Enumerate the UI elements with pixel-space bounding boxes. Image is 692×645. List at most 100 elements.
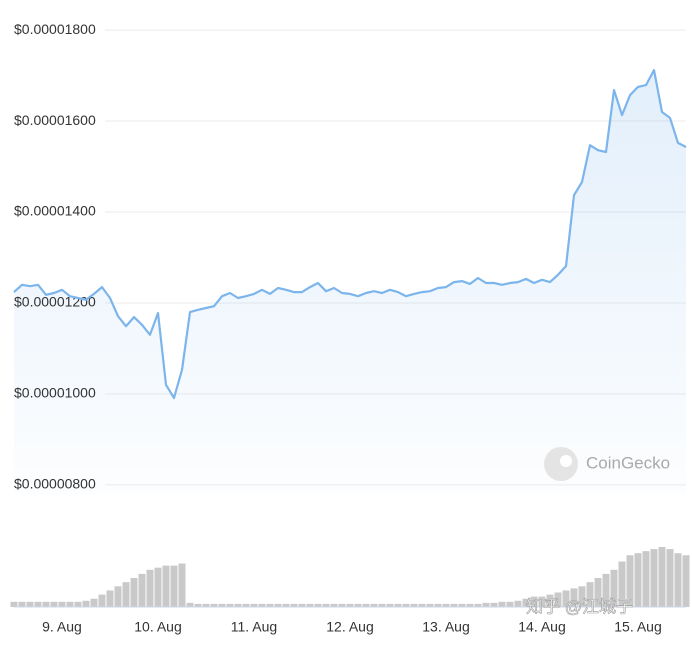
volume-bar [586,582,594,607]
volume-bar [578,586,586,607]
volume-bar [530,596,538,607]
volume-bar [658,547,666,607]
volume-bar [626,555,634,607]
volume-bar [98,594,106,607]
volume-bar [602,573,610,607]
volume-bar [170,565,178,607]
volume-bar [330,603,338,607]
volume-bar [362,603,370,607]
volume-bar [266,603,274,607]
volume-bar [130,578,138,607]
volume-bar [354,603,362,607]
volume-bar [434,603,442,607]
volume-bar [570,588,578,607]
volume-bar [298,603,306,607]
volume-bar [370,603,378,607]
volume-bar [450,603,458,607]
volume-bar [58,601,66,607]
y-tick-label: $0.00001000 [14,385,96,401]
y-tick-label: $0.00001600 [14,112,96,128]
volume-bar [394,603,402,607]
volume-bar [274,603,282,607]
volume-bar [650,549,658,607]
volume-bar [642,551,650,607]
x-tick-label: 13. Aug [422,619,470,635]
volume-bar [506,601,514,607]
x-tick-label: 12. Aug [326,619,374,635]
volume-bar [290,603,298,607]
volume-bar [210,603,218,607]
volume-bar [234,603,242,607]
volume-bar [282,603,290,607]
volume-bar [306,603,314,607]
volume-bar [674,553,682,607]
volume-bar [322,603,330,607]
volume-bar [106,590,114,607]
volume-bar [242,603,250,607]
volume-bar [338,603,346,607]
volume-bar [402,603,410,607]
volume-bar [554,592,562,607]
x-tick-label: 11. Aug [231,619,277,635]
volume-bar [202,603,210,607]
y-tick-label: $0.00000800 [14,476,96,492]
volume-bar [378,603,386,607]
volume-bar [138,573,146,607]
volume-bar [410,603,418,607]
volume-bar [666,549,674,607]
volume-bar [610,569,618,607]
volume-bar [634,553,642,607]
volume-bar [474,603,482,607]
volume-bar [162,565,170,607]
volume-bar [226,603,234,607]
volume-bar [154,567,162,607]
price-area [14,70,686,494]
volume-bar [682,555,690,607]
volume-bar [426,603,434,607]
volume-bar [122,582,130,607]
volume-bar [466,603,474,607]
volume-bar [546,594,554,607]
watermark-logo [544,447,578,481]
volume-bar [74,601,82,607]
volume-bar [386,603,394,607]
credit: 知乎 @江城子 [526,597,633,616]
volume-bar [66,601,74,607]
volume-bar [18,601,26,607]
volume-bar [146,569,154,607]
volume-bar [562,590,570,607]
volume-bar [514,600,522,607]
volume-bar [346,603,354,607]
volume-bar [618,561,626,607]
volume-bar [186,602,194,607]
x-tick-label: 14. Aug [518,619,566,635]
y-tick-label: $0.00001800 [14,21,96,37]
watermark: CoinGecko [586,453,670,472]
volume-bar [522,598,530,607]
volume-bar [538,596,546,607]
volume-bar [458,603,466,607]
x-tick-label: 10. Aug [134,619,182,635]
volume-bar [258,603,266,607]
volume-bar [498,601,506,607]
volume-bar [490,602,498,607]
volume-bar [178,563,186,607]
volume-bar [482,602,490,607]
volume-bar [442,603,450,607]
price-line [13,69,687,400]
y-tick-label: $0.00001400 [14,203,96,219]
volume-bar [90,598,98,607]
volume-bar [418,603,426,607]
volume-bar [34,601,42,607]
volume-bar [42,601,50,607]
volume-bar [50,601,58,607]
x-tick-label: 15. Aug [614,619,662,635]
y-tick-label: $0.00001200 [14,294,96,310]
volume-bar [194,603,202,607]
volume-bar [218,603,226,607]
volume-bar [10,601,18,607]
volume-bar [594,578,602,607]
volume-bar [82,600,90,607]
x-tick-label: 9. Aug [42,619,82,635]
